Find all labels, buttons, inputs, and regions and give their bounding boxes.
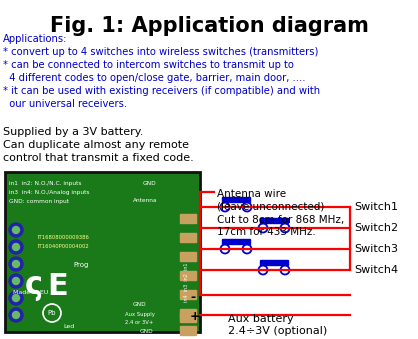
Text: Aux Supply: Aux Supply (125, 312, 155, 317)
Text: ς: ς (25, 272, 43, 301)
Bar (260, 218, 288, 223)
Text: in1  in2: N.O./N.C. inputs: in1 in2: N.O./N.C. inputs (9, 181, 82, 186)
Circle shape (9, 240, 23, 254)
Circle shape (9, 308, 23, 322)
Bar (180, 313, 196, 322)
Circle shape (13, 312, 20, 319)
Text: 2.4 or 3V+: 2.4 or 3V+ (125, 320, 153, 325)
Text: * convert up to 4 switches into wireless switches (transmitters): * convert up to 4 switches into wireless… (3, 47, 319, 57)
Text: IT16040P00004002: IT16040P00004002 (37, 244, 89, 249)
Text: Led: Led (63, 324, 74, 329)
Text: Fig. 1: Application diagram: Fig. 1: Application diagram (50, 16, 368, 36)
Text: GND: GND (133, 302, 147, 307)
Text: Antenna: Antenna (133, 198, 158, 203)
Text: * can be connected to intercom switches to transmit up to: * can be connected to intercom switches … (3, 60, 294, 70)
Text: Switch1: Switch1 (354, 202, 398, 212)
Text: Supplied by a 3V battery.
Can duplicate almost any remote
control that transmit : Supplied by a 3V battery. Can duplicate … (3, 127, 194, 163)
Text: in3  in4: N.O./Analog inputs: in3 in4: N.O./Analog inputs (9, 190, 89, 195)
Circle shape (9, 223, 23, 237)
Text: Made in EU: Made in EU (13, 290, 48, 295)
Circle shape (9, 274, 23, 288)
Text: Antenna wire
(leave unconnected)
Cut to 8cm for 868 MHz,
17cm for 433 MHz.: Antenna wire (leave unconnected) Cut to … (217, 189, 344, 237)
Text: GND: GND (140, 329, 154, 334)
Bar (222, 197, 250, 202)
Text: Switch3: Switch3 (354, 244, 398, 254)
Bar (180, 252, 196, 261)
Bar (180, 214, 196, 223)
Circle shape (13, 226, 20, 234)
Text: in4  in3  in2  in1: in4 in3 in2 in1 (184, 262, 189, 301)
Text: 4 different codes to open/close gate, barrier, main door, ....: 4 different codes to open/close gate, ba… (3, 73, 306, 83)
Text: Aux battery
2.4÷3V (optional): Aux battery 2.4÷3V (optional) (228, 314, 327, 336)
Text: our universal receivers.: our universal receivers. (3, 99, 127, 109)
Circle shape (9, 291, 23, 305)
Bar (5, 172, 200, 332)
Circle shape (13, 243, 20, 251)
Bar (180, 271, 196, 280)
Bar (222, 239, 250, 244)
Circle shape (13, 278, 20, 284)
Bar (180, 309, 196, 318)
Text: Prog: Prog (73, 262, 88, 268)
Circle shape (13, 295, 20, 301)
Text: Applications:: Applications: (3, 34, 67, 44)
Text: GND: common input: GND: common input (9, 199, 69, 204)
Bar (260, 260, 288, 265)
Text: -: - (190, 292, 195, 304)
Bar (180, 326, 196, 335)
Circle shape (13, 260, 20, 267)
Text: IT16808000009386: IT16808000009386 (37, 235, 89, 240)
Text: * it can be used with existing receivers (if compatible) and with: * it can be used with existing receivers… (3, 86, 320, 96)
Circle shape (9, 257, 23, 271)
Text: Switch4: Switch4 (354, 265, 398, 275)
Text: Switch2: Switch2 (354, 223, 398, 233)
Bar (180, 290, 196, 299)
Text: GND: GND (143, 181, 157, 186)
Bar (180, 233, 196, 242)
Text: Pb: Pb (48, 310, 56, 316)
Text: E: E (47, 272, 68, 301)
Text: +: + (190, 311, 201, 323)
